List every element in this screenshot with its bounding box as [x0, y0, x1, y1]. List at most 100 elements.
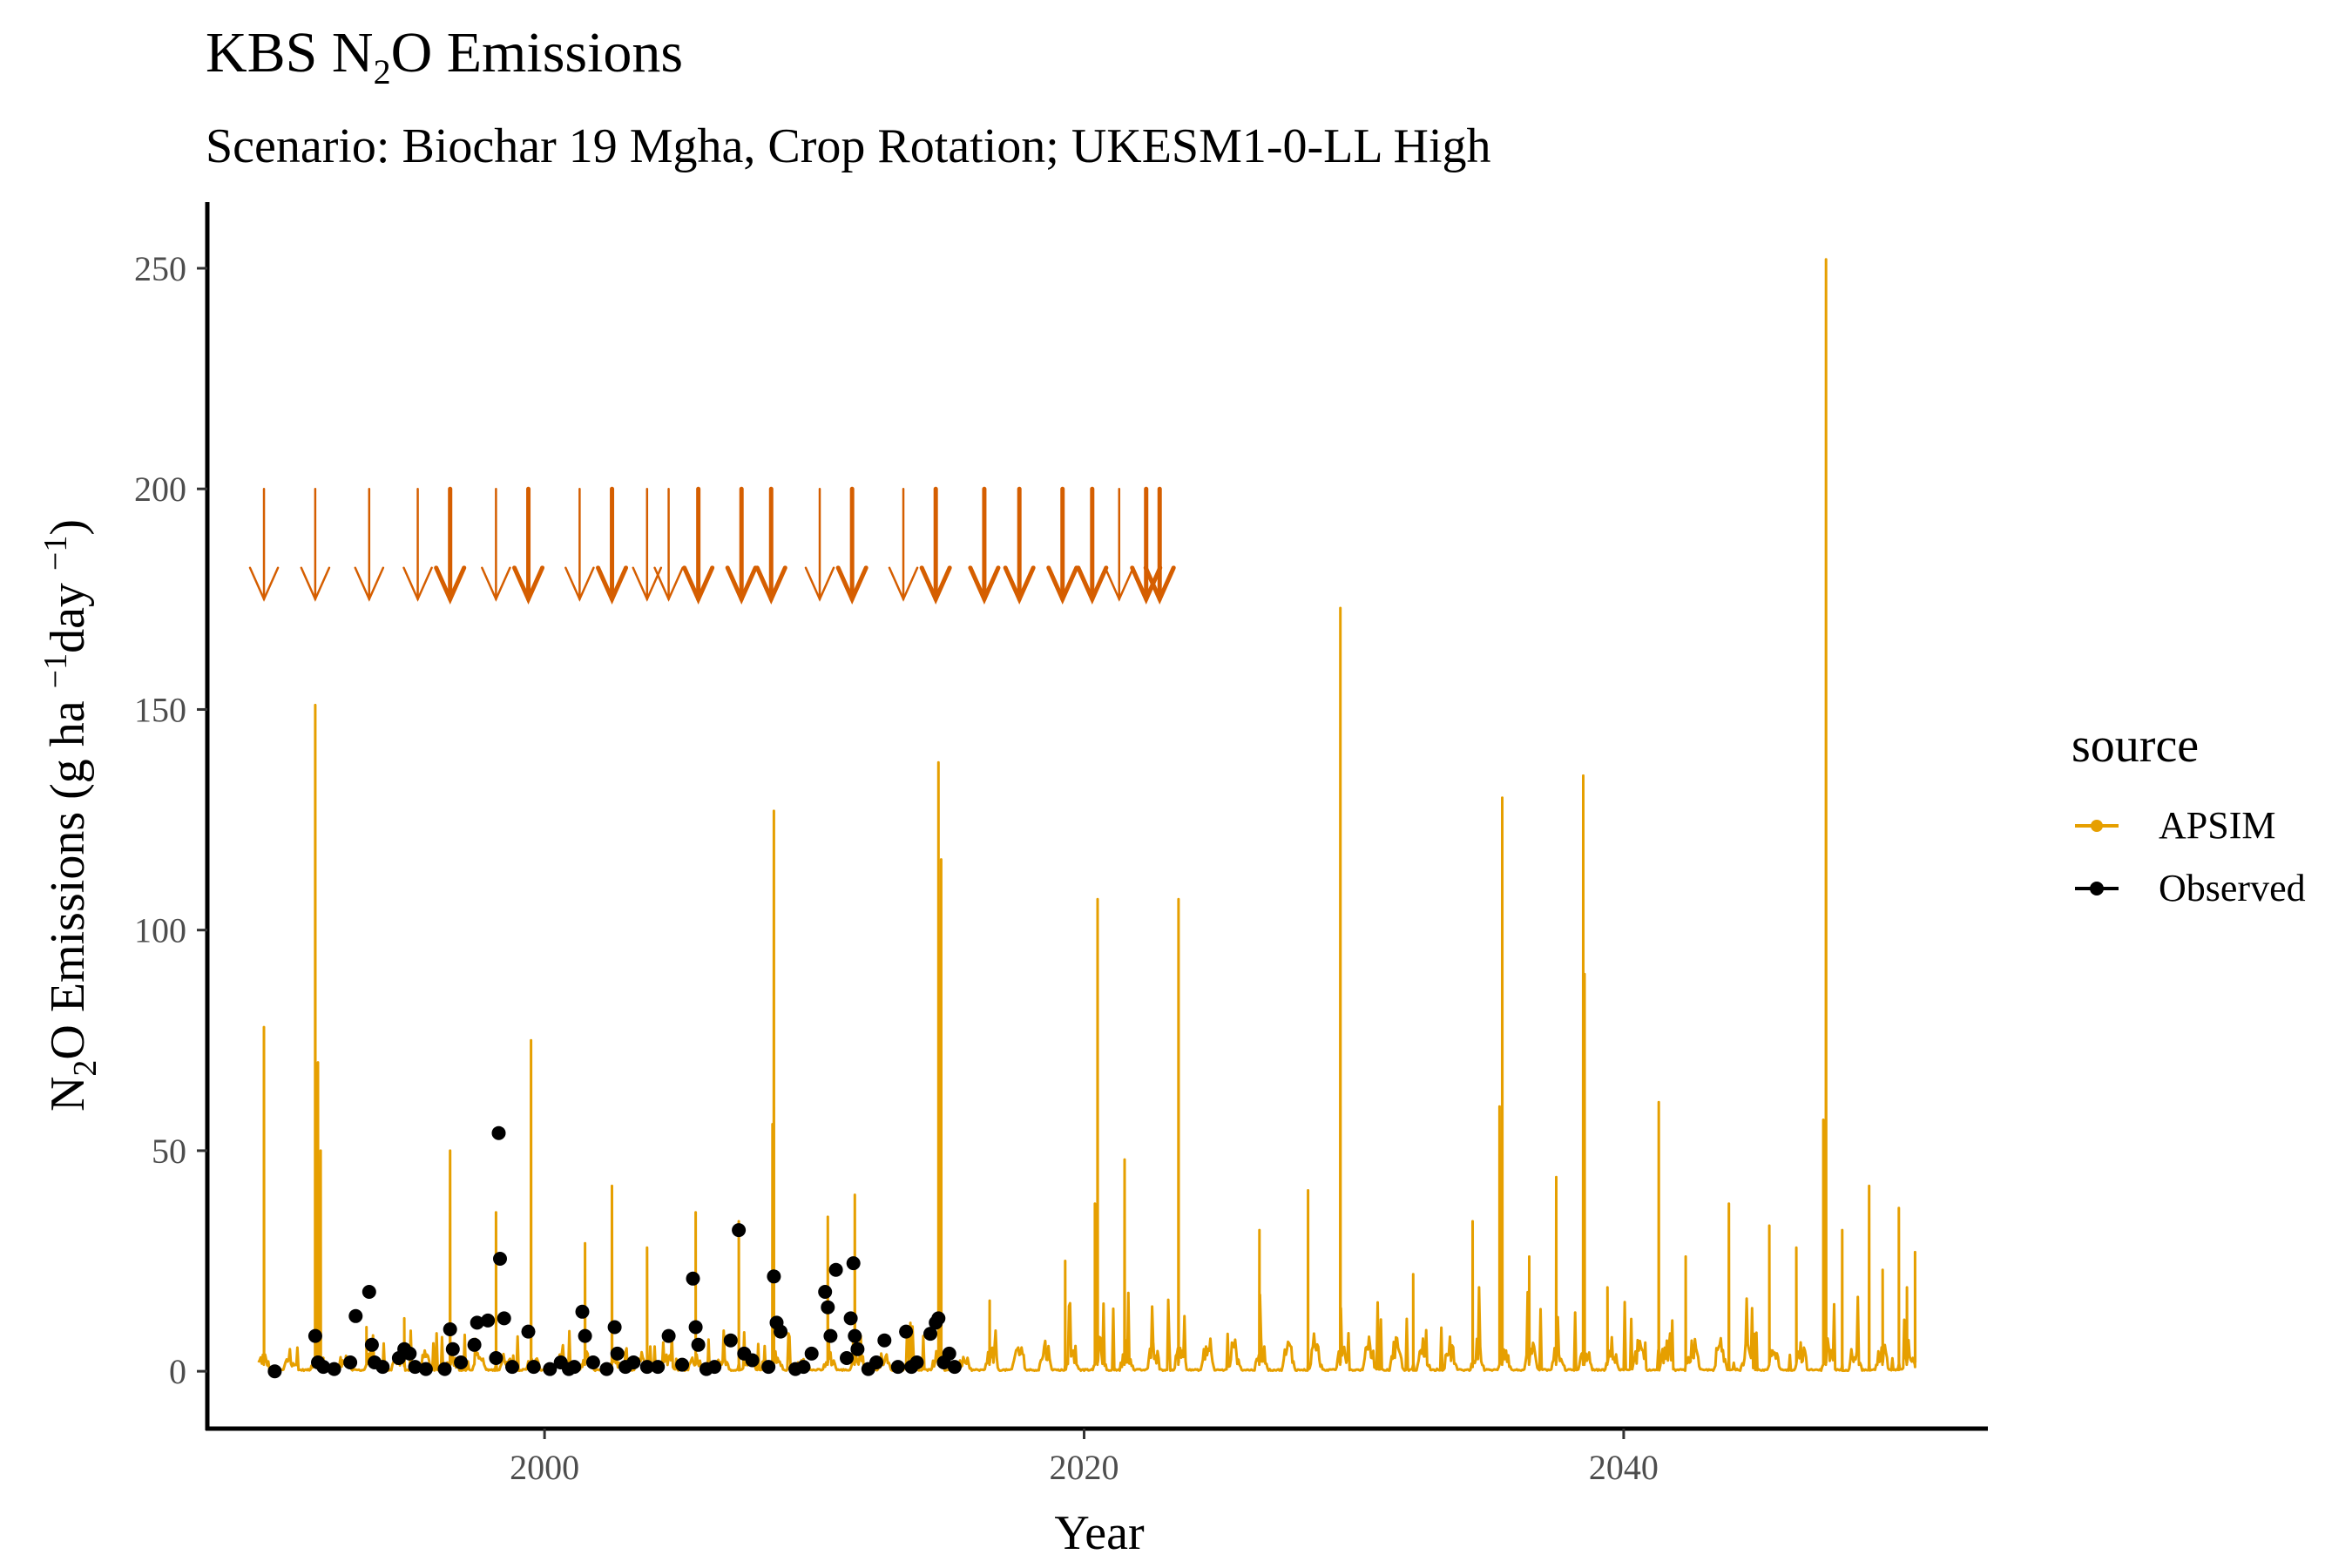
fertilizer-arrows	[248, 486, 1176, 605]
y-tick-label: 50	[152, 1132, 186, 1171]
observed-point	[454, 1355, 469, 1369]
observed-point	[723, 1333, 738, 1348]
observed-point	[443, 1322, 457, 1336]
observed-point	[877, 1333, 892, 1348]
x-tick-label: 2000	[510, 1448, 579, 1487]
fertilizer-arrow	[888, 487, 919, 602]
observed-point	[840, 1351, 854, 1365]
fertilizer-arrow	[653, 487, 684, 602]
observed-point	[699, 1362, 713, 1376]
chart-title: KBS N2O Emissions	[206, 21, 683, 91]
observed-point	[343, 1355, 358, 1369]
observed-point	[418, 1362, 433, 1376]
x-axis-ticks: 2000 2020 2040	[510, 1429, 1659, 1487]
observed-point	[505, 1360, 519, 1375]
observed-point	[543, 1362, 558, 1376]
fertilizer-arrow	[1076, 486, 1109, 605]
fertilizer-arrow	[1046, 486, 1079, 605]
fertilizer-arrow	[1104, 487, 1135, 602]
observed-point	[607, 1320, 622, 1335]
observed-point	[861, 1362, 875, 1376]
observed-point	[497, 1311, 511, 1326]
fertilizer-arrow	[512, 486, 545, 605]
observed-point	[818, 1285, 833, 1299]
fertilizer-arrow	[804, 487, 835, 602]
observed-point	[585, 1355, 600, 1369]
observed-point	[899, 1324, 914, 1339]
x-tick-label: 2040	[1589, 1448, 1659, 1487]
y-tick-label: 250	[134, 249, 186, 288]
apsim-series	[257, 258, 1917, 1372]
fertilizer-arrow	[481, 487, 511, 602]
fertilizer-arrow	[835, 486, 868, 605]
observed-point	[575, 1304, 590, 1319]
legend-label-apsim: APSIM	[2159, 804, 2276, 847]
observed-point	[686, 1271, 700, 1286]
fertilizer-arrow	[300, 487, 331, 602]
y-tick-label: 200	[134, 470, 186, 509]
observed-point	[491, 1125, 506, 1140]
observed-point	[375, 1360, 390, 1375]
observed-point	[327, 1362, 341, 1376]
legend-title: source	[2072, 719, 2199, 773]
observed-point	[599, 1362, 614, 1376]
observed-point	[931, 1311, 946, 1326]
fertilizer-arrow	[402, 487, 433, 602]
fertilizer-arrow	[248, 487, 280, 602]
observed-point	[437, 1362, 452, 1376]
fertilizer-arrow	[682, 486, 715, 605]
chart-title-suffix: O Emissions	[391, 21, 684, 84]
observed-point	[761, 1360, 776, 1375]
fertilizer-arrow	[434, 486, 467, 605]
fertilizer-arrow	[725, 486, 758, 605]
observed-point	[745, 1353, 760, 1368]
observed-point	[408, 1360, 422, 1375]
fertilizer-arrow	[1003, 486, 1036, 605]
observed-point	[639, 1360, 654, 1375]
legend-key-observed-point	[2090, 882, 2104, 896]
observed-point	[445, 1342, 460, 1356]
observed-point	[470, 1315, 484, 1330]
fertilizer-arrow	[968, 486, 1001, 605]
observed-point	[890, 1360, 905, 1375]
observed-point	[843, 1311, 858, 1326]
legend-key-apsim-point	[2091, 820, 2103, 832]
observed-point	[362, 1285, 376, 1299]
legend-item-observed: Observed	[2075, 867, 2306, 909]
observed-point	[848, 1328, 862, 1343]
observed-point	[308, 1328, 322, 1343]
observed-point	[348, 1308, 363, 1323]
fertilizer-arrow	[354, 487, 385, 602]
y-axis-title: N2O Emissions (g ha −1day −1)	[37, 519, 104, 1112]
observed-point	[774, 1324, 788, 1339]
observed-point	[364, 1337, 379, 1352]
x-tick-label: 2020	[1050, 1448, 1119, 1487]
chart-subtitle: Scenario: Biochar 19 Mgha, Crop Rotation…	[206, 119, 1491, 173]
y-tick-label: 0	[169, 1352, 186, 1391]
y-tick-label: 100	[134, 911, 186, 950]
observed-point	[796, 1360, 811, 1375]
observed-point	[947, 1360, 962, 1375]
observed-point	[610, 1346, 625, 1361]
observed-point	[578, 1328, 592, 1343]
observed-point	[675, 1357, 690, 1372]
observed-point	[828, 1262, 843, 1277]
observed-point	[402, 1346, 417, 1361]
legend-label-observed: Observed	[2159, 867, 2306, 909]
observed-point	[821, 1300, 835, 1315]
observed-point	[923, 1327, 937, 1342]
observed-point	[823, 1328, 838, 1343]
fertilizer-arrow	[564, 487, 595, 602]
observed-point	[493, 1252, 507, 1266]
observed-point	[904, 1360, 919, 1375]
observed-point	[651, 1360, 666, 1375]
y-axis-ticks: 0 50 100 150 200 250	[134, 249, 207, 1391]
fertilizer-arrow	[1130, 486, 1163, 605]
observed-point	[481, 1313, 496, 1328]
apsim-line	[257, 258, 1917, 1372]
x-axis-title: Year	[1054, 1506, 1145, 1560]
observed-point	[688, 1320, 703, 1335]
observed-point	[521, 1324, 536, 1339]
observed-point	[316, 1360, 331, 1375]
